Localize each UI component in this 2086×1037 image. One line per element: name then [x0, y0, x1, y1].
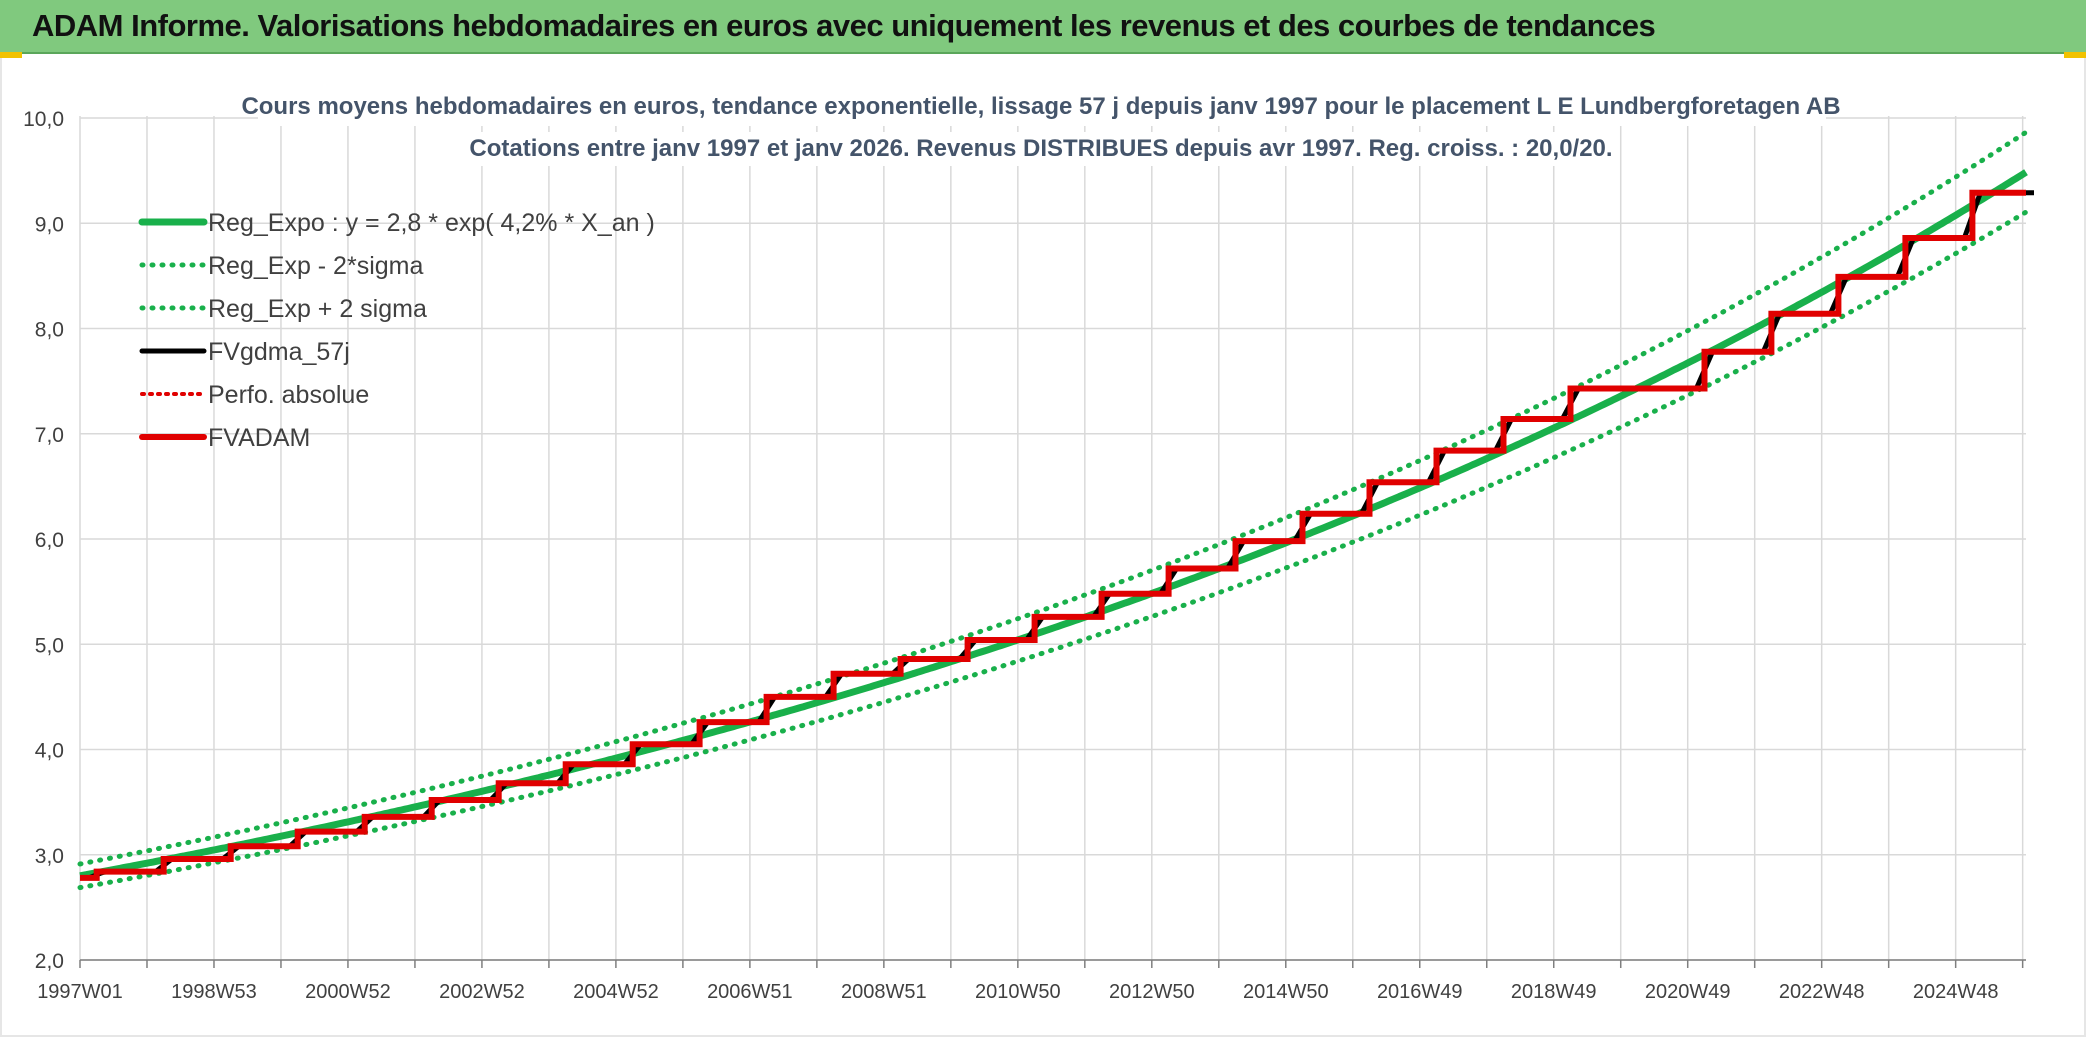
report-banner: ADAM Informe. Valorisations hebdomadaire… [0, 0, 2086, 54]
x-tick-label: 2000W52 [305, 981, 391, 1003]
x-tick-label: 2020W49 [1645, 981, 1731, 1003]
report-title: ADAM Informe. Valorisations hebdomadaire… [32, 8, 1656, 43]
chart-subtitle-bg [470, 132, 1612, 166]
corner-mark-left [0, 52, 22, 58]
series-layer [77, 129, 2034, 891]
x-tick-label: 2006W51 [707, 981, 793, 1003]
chart-title: Cours moyens hebdomadaires en euros, ten… [241, 93, 1840, 120]
series-fvadam [80, 189, 2026, 881]
y-tick-label: 2,0 [35, 950, 64, 973]
x-tick-label: 2022W48 [1779, 981, 1865, 1003]
chart-legend: Reg_Expo : y = 2,8 * exp( 4,2% * X_an ) R… [138, 209, 655, 452]
y-tick-label: 4,0 [35, 740, 64, 763]
y-tick-label: 3,0 [35, 845, 64, 868]
x-tick-label: 1997W01 [37, 981, 123, 1003]
y-tick-label: 5,0 [35, 634, 64, 657]
chart-subtitle: Cotations entre janv 1997 et janv 2026. … [469, 135, 1612, 162]
y-tick-label: 8,0 [35, 319, 64, 342]
legend-label: Perfo. absolue [208, 381, 369, 409]
x-tick-label: 2024W48 [1913, 981, 1999, 1003]
x-tick-label: 2008W51 [841, 981, 927, 1003]
legend-label: Reg_Exp - 2*sigma [208, 252, 423, 280]
x-tick-label: 1998W53 [171, 981, 257, 1003]
legend-label: Reg_Expo : y = 2,8 * exp( 4,2% * X_an ) [208, 209, 655, 237]
x-tick-label: 2004W52 [573, 981, 659, 1003]
legend-label: FVgdma_57j [208, 338, 350, 366]
y-tick-label: 6,0 [35, 529, 64, 552]
x-tick-label: 2016W49 [1377, 981, 1463, 1003]
series-reg-exp-plus-2sigma [77, 129, 2029, 867]
legend-label: FVADAM [208, 424, 310, 452]
x-tick-label: 2018W49 [1511, 981, 1597, 1003]
y-tick-label: 10,0 [23, 108, 64, 131]
grid-layer [79, 116, 2026, 968]
chart-title-bg [258, 92, 1826, 126]
x-tick-label: 2002W52 [439, 981, 525, 1003]
x-tick-label: 2012W50 [1109, 981, 1195, 1003]
y-tick-label: 7,0 [35, 424, 64, 447]
y-tick-label: 9,0 [35, 213, 64, 236]
legend-label: Reg_Exp + 2 sigma [208, 295, 427, 323]
x-tick-label: 2014W50 [1243, 981, 1329, 1003]
x-tick-label: 2010W50 [975, 981, 1061, 1003]
y-axis-ticks: 2,0 3,0 4,0 5,0 6,0 7,0 8,0 9,0 10,0 [23, 108, 64, 973]
corner-mark-right [2064, 52, 2086, 58]
x-axis-ticks: 1997W01 1998W53 2000W52 2002W52 2004W52 2006W… [37, 981, 1998, 1003]
